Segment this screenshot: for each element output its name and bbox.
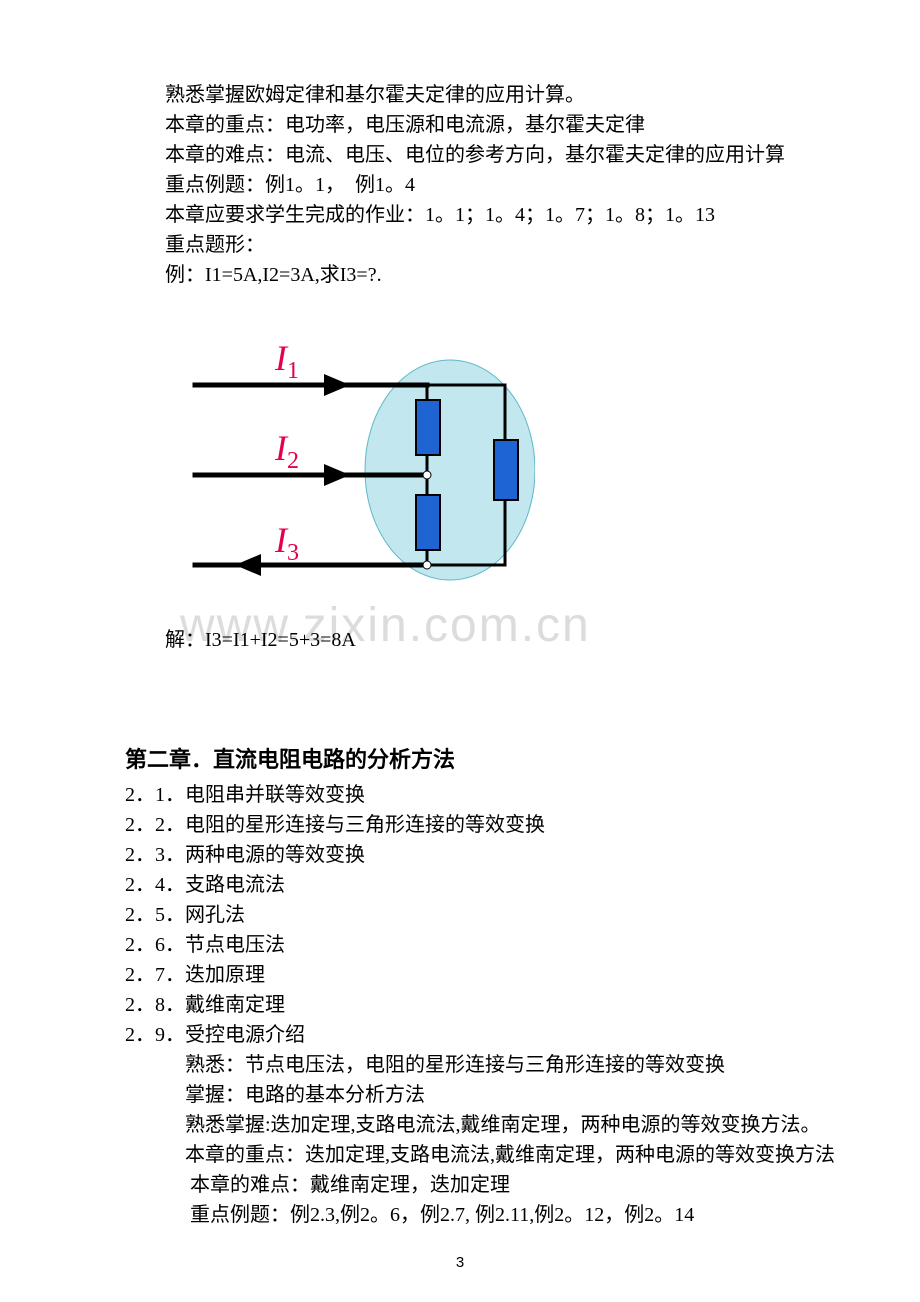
example-question: 例：I1=5A,I2=3A,求I3=?. — [125, 260, 870, 290]
intro-line-4: 重点例题：例1。1， 例1。4 — [125, 170, 870, 200]
ch2-item-1: 2．1．电阻串并联等效变换 — [125, 780, 870, 810]
example-solution: 解：I3=I1+I2=5+3=8A — [125, 625, 870, 655]
circuit-diagram: I1 I2 I3 — [175, 300, 535, 620]
ch2-item-3: 2．3．两种电源的等效变换 — [125, 840, 870, 870]
spacer — [125, 655, 870, 715]
page-content: 熟悉掌握欧姆定律和基尔霍夫定律的应用计算。 本章的重点：电功率，电压源和电流源，… — [125, 80, 870, 1230]
ch2-note-1: 熟悉：节点电压法，电阻的星形连接与三角形连接的等效变换 — [125, 1050, 870, 1080]
ch2-item-9: 2．9．受控电源介绍 — [125, 1020, 870, 1050]
svg-text:I2: I2 — [274, 428, 299, 474]
ch2-note-5: 本章的难点：戴维南定理，迭加定理 — [125, 1170, 870, 1200]
ch2-note-4: 本章的重点：迭加定理,支路电流法,戴维南定理，两种电源的等效变换方法 — [125, 1140, 870, 1170]
ch2-item-8: 2．8．戴维南定理 — [125, 990, 870, 1020]
intro-line-2: 本章的重点：电功率，电压源和电流源，基尔霍夫定律 — [125, 110, 870, 140]
ch2-note-6: 重点例题：例2.3,例2。6，例2.7, 例2.11,例2。12，例2。14 — [125, 1200, 870, 1230]
svg-text:I3: I3 — [274, 520, 299, 566]
intro-line-3: 本章的难点：电流、电压、电位的参考方向，基尔霍夫定律的应用计算 — [125, 140, 870, 170]
ch2-note-2: 掌握：电路的基本分析方法 — [125, 1080, 870, 1110]
ch2-item-7: 2．7．迭加原理 — [125, 960, 870, 990]
chapter-2-heading: 第二章．直流电阻电路的分析方法 — [125, 743, 870, 776]
ch2-item-4: 2．4．支路电流法 — [125, 870, 870, 900]
intro-line-6: 重点题形： — [125, 230, 870, 260]
svg-text:I1: I1 — [274, 338, 299, 384]
ch2-note-3: 熟悉掌握:迭加定理,支路电流法,戴维南定理，两种电源的等效变换方法。 — [125, 1110, 870, 1140]
intro-line-5: 本章应要求学生完成的作业：1。1；1。4；1。7；1。8；1。13 — [125, 200, 870, 230]
ch2-item-5: 2．5．网孔法 — [125, 900, 870, 930]
page-number: 3 — [0, 1252, 920, 1275]
ch2-item-6: 2．6．节点电压法 — [125, 930, 870, 960]
ch2-item-2: 2．2．电阻的星形连接与三角形连接的等效变换 — [125, 810, 870, 840]
intro-line-1: 熟悉掌握欧姆定律和基尔霍夫定律的应用计算。 — [125, 80, 870, 110]
